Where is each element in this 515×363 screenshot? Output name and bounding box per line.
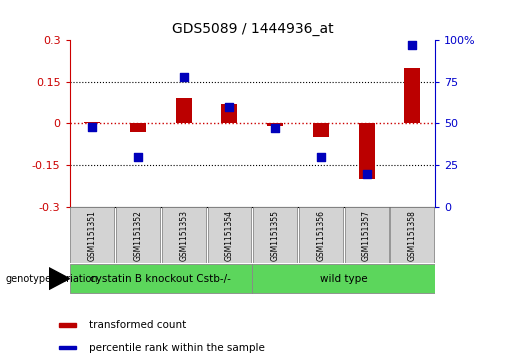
Bar [358, 123, 374, 179]
Bar [404, 68, 420, 123]
Text: wild type: wild type [320, 274, 368, 284]
Text: transformed count: transformed count [89, 320, 186, 330]
FancyBboxPatch shape [253, 208, 297, 262]
FancyBboxPatch shape [208, 208, 251, 262]
Point [317, 154, 325, 160]
Text: GSM1151357: GSM1151357 [362, 210, 371, 261]
Bar [176, 98, 192, 123]
FancyBboxPatch shape [252, 264, 435, 293]
Point [180, 74, 188, 79]
FancyBboxPatch shape [299, 208, 343, 262]
Point [363, 171, 371, 176]
Point [88, 124, 96, 130]
Bar [221, 104, 237, 123]
FancyBboxPatch shape [116, 208, 160, 262]
Text: GSM1151355: GSM1151355 [271, 210, 280, 261]
FancyBboxPatch shape [70, 264, 252, 293]
Text: GSM1151358: GSM1151358 [408, 210, 417, 261]
Text: genotype/variation: genotype/variation [5, 274, 98, 284]
Bar [59, 323, 76, 327]
Text: cystatin B knockout Cstb-/-: cystatin B knockout Cstb-/- [91, 274, 231, 284]
Text: GSM1151353: GSM1151353 [179, 210, 188, 261]
Bar [130, 123, 146, 132]
Text: GSM1151351: GSM1151351 [88, 210, 97, 261]
Point [226, 104, 234, 110]
Text: GSM1151352: GSM1151352 [133, 210, 143, 261]
Bar [267, 123, 283, 126]
Bar [59, 346, 76, 349]
Bar [313, 123, 329, 137]
FancyBboxPatch shape [71, 208, 114, 262]
Title: GDS5089 / 1444936_at: GDS5089 / 1444936_at [171, 22, 333, 36]
Text: GSM1151354: GSM1151354 [225, 210, 234, 261]
FancyBboxPatch shape [345, 208, 388, 262]
Point [408, 42, 417, 48]
Text: GSM1151356: GSM1151356 [316, 210, 325, 261]
FancyBboxPatch shape [162, 208, 205, 262]
Point [271, 126, 279, 131]
Bar [84, 122, 100, 123]
Point [134, 154, 142, 160]
FancyBboxPatch shape [390, 208, 434, 262]
Text: percentile rank within the sample: percentile rank within the sample [89, 343, 265, 352]
Polygon shape [49, 268, 70, 290]
